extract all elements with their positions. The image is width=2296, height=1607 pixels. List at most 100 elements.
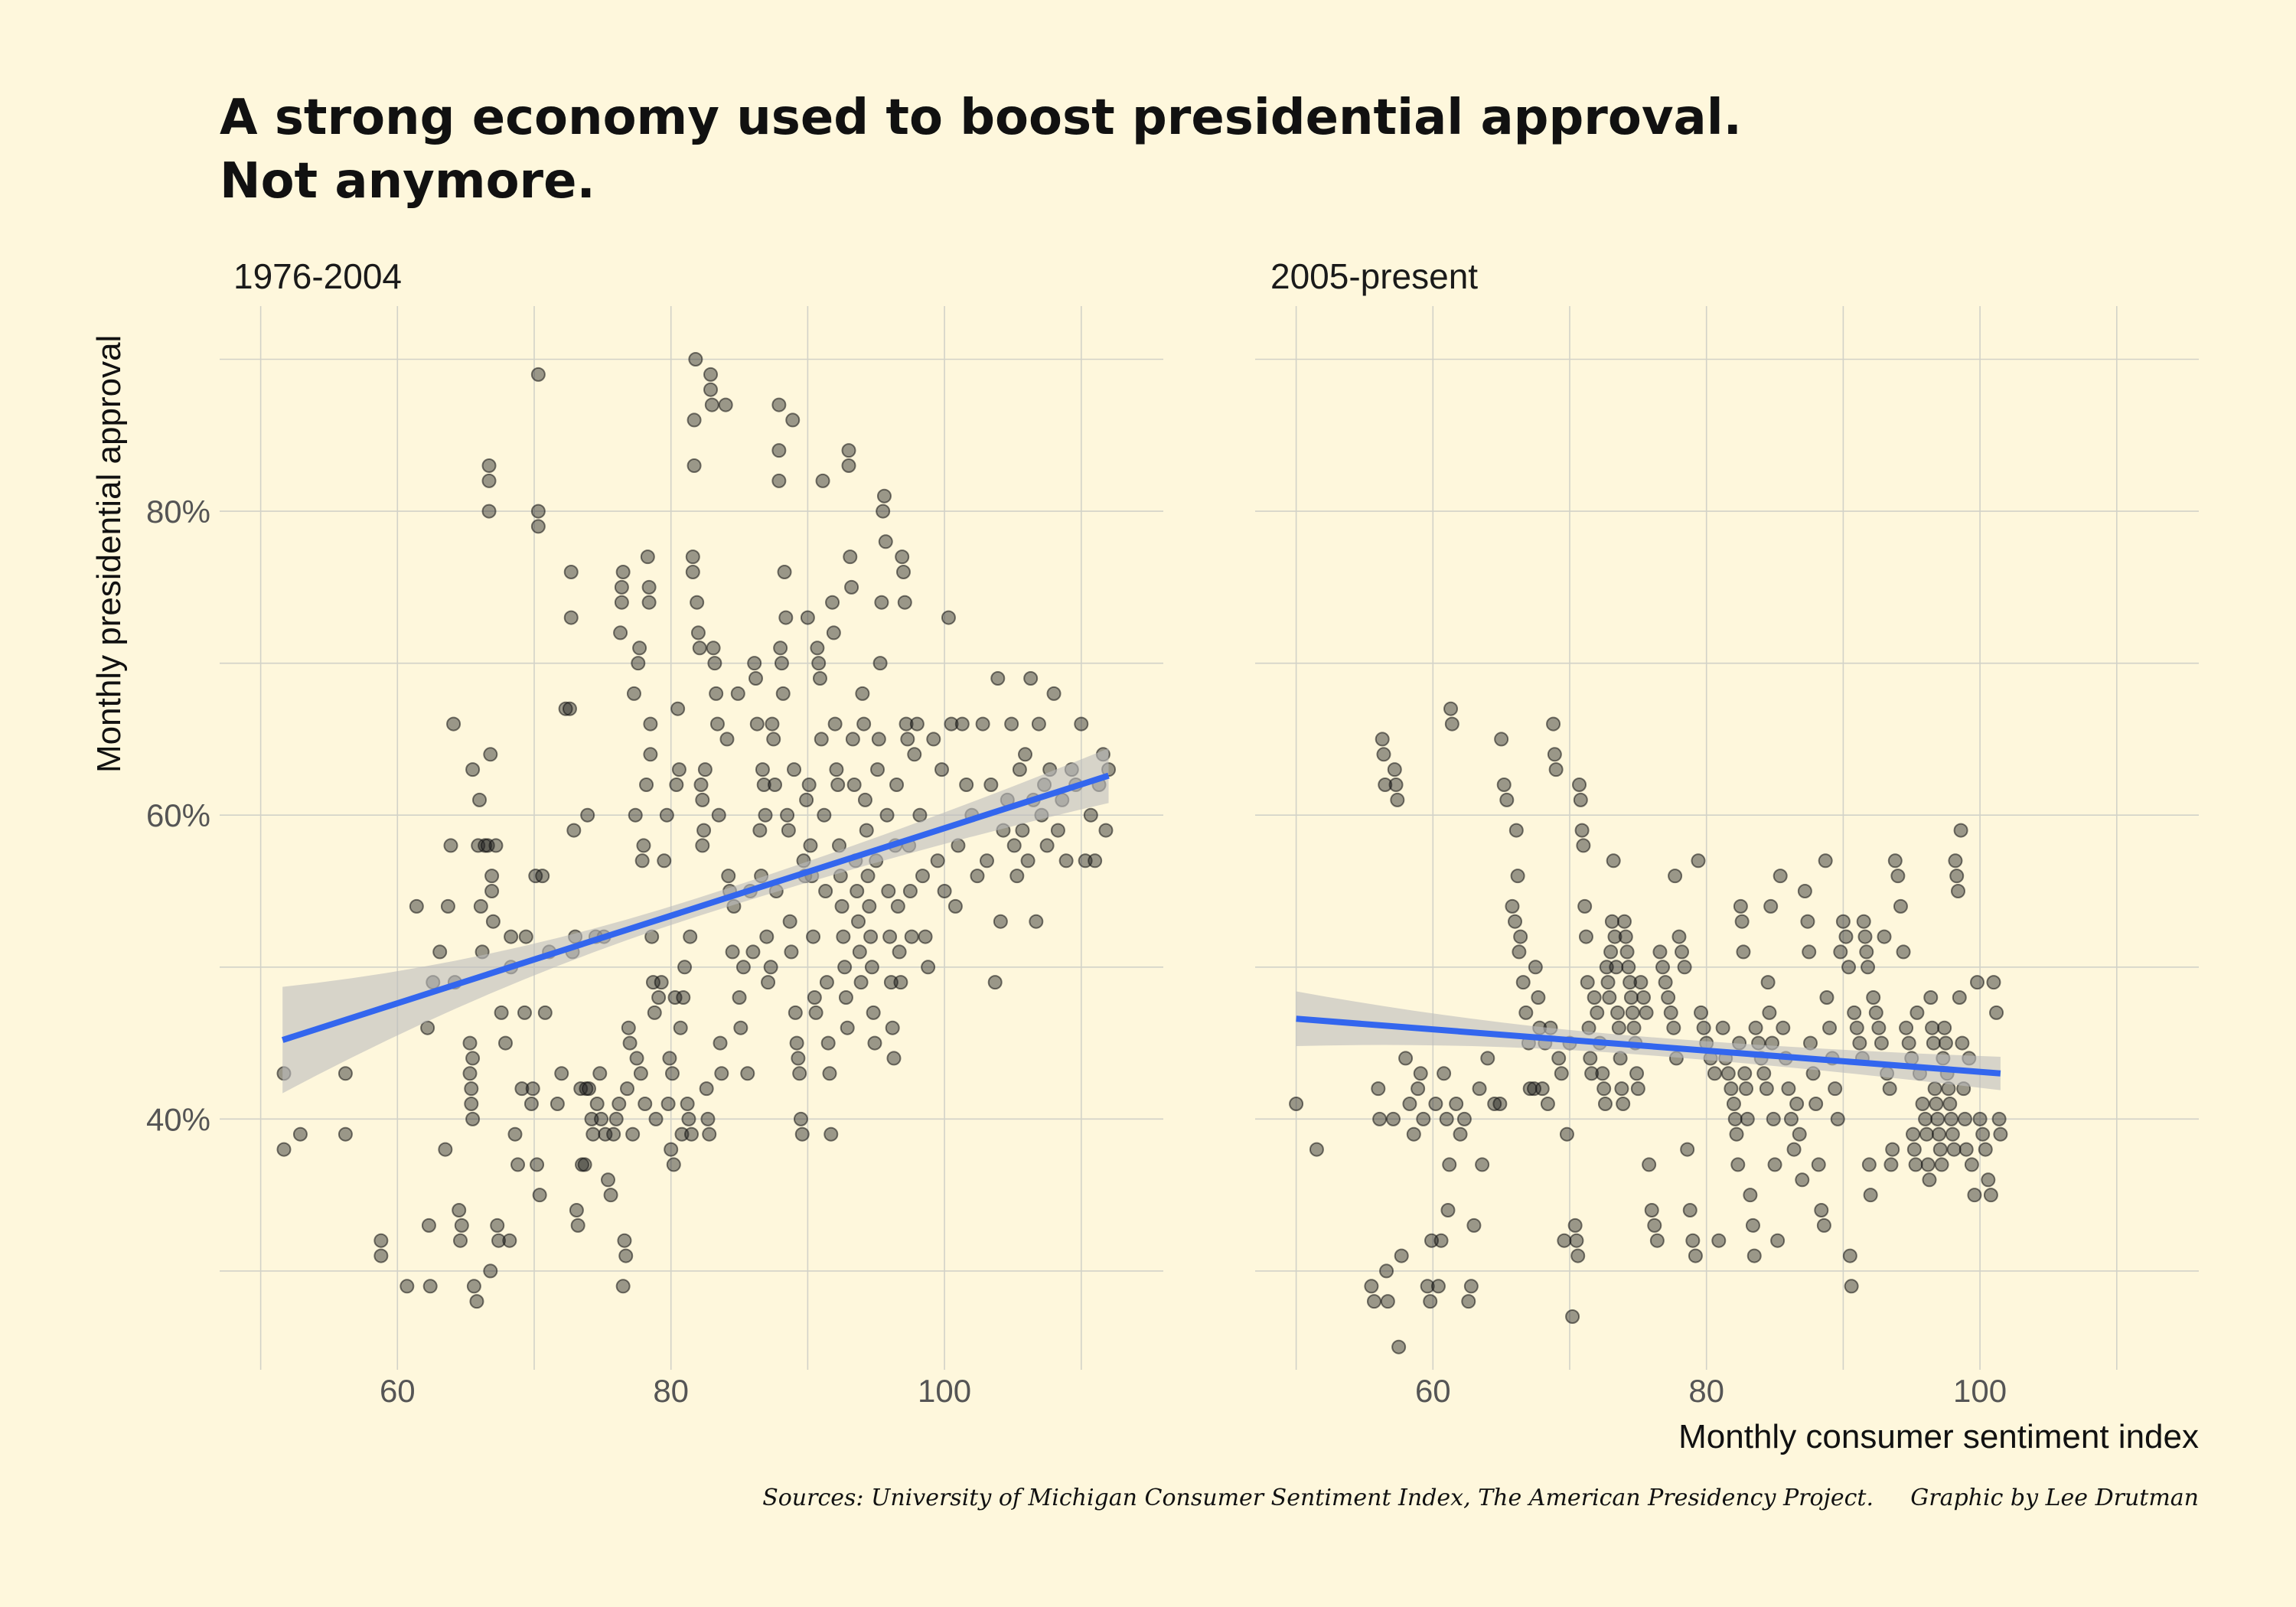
data-point — [836, 929, 851, 944]
y-tick-label: 40% — [146, 1101, 210, 1137]
data-point — [806, 929, 821, 944]
data-point — [1803, 1035, 1818, 1051]
x-tick-label: 80 — [653, 1373, 689, 1409]
data-point — [580, 807, 595, 823]
data-point — [876, 488, 892, 504]
data-point — [704, 397, 719, 412]
data-point — [856, 716, 872, 732]
panel-title-right: 2005-present — [1270, 256, 1478, 296]
data-point — [1942, 1097, 1958, 1111]
data-point — [1868, 1005, 1883, 1020]
data-point — [504, 929, 519, 944]
data-point — [670, 701, 686, 716]
data-point — [554, 1066, 569, 1081]
data-point — [1475, 1157, 1490, 1172]
data-point — [1567, 1217, 1583, 1233]
data-point — [1919, 1126, 1934, 1142]
data-point — [1923, 990, 1939, 1005]
data-point — [1652, 944, 1668, 960]
data-point — [841, 443, 856, 458]
data-point — [1707, 1066, 1722, 1081]
data-point — [483, 1263, 498, 1279]
data-point — [1394, 1248, 1409, 1263]
data-point — [1748, 1020, 1763, 1035]
data-point — [681, 1111, 696, 1126]
data-point — [881, 884, 896, 898]
data-point — [1910, 1005, 1925, 1020]
data-point — [438, 1142, 453, 1157]
data-point — [1944, 1111, 1959, 1126]
confidence-band — [1296, 991, 2001, 1090]
data-point — [518, 929, 533, 944]
data-point — [990, 671, 1006, 686]
data-point — [771, 397, 787, 412]
data-point — [1616, 914, 1632, 929]
data-point — [1724, 1081, 1739, 1097]
data-point — [1972, 1111, 1988, 1126]
data-point — [662, 1051, 677, 1066]
data-point — [432, 944, 448, 960]
data-point — [1720, 1066, 1736, 1081]
data-point — [711, 807, 726, 823]
data-point — [926, 732, 941, 747]
data-point — [1734, 914, 1750, 929]
data-point — [780, 807, 795, 823]
data-point — [1609, 960, 1624, 975]
data-point — [787, 762, 802, 777]
data-point — [719, 732, 735, 747]
x-tick-label: 80 — [1688, 1373, 1724, 1409]
data-point — [1896, 944, 1911, 960]
data-point — [1740, 1111, 1755, 1126]
data-point — [1548, 762, 1564, 777]
data-point — [485, 914, 501, 929]
data-point — [1795, 1172, 1810, 1188]
data-point — [1387, 762, 1402, 777]
data-point — [1950, 884, 1965, 898]
data-point — [1830, 1111, 1845, 1126]
data-point — [684, 1126, 699, 1142]
data-point — [659, 807, 674, 823]
data-point — [889, 777, 905, 792]
data-point — [745, 944, 761, 960]
data-point — [566, 823, 582, 838]
data-point — [606, 1126, 621, 1142]
data-point — [1623, 975, 1638, 990]
data-point — [1887, 853, 1903, 869]
data-point — [1570, 1248, 1586, 1263]
data-point — [1610, 1005, 1626, 1020]
data-point — [1842, 1248, 1857, 1263]
data-point — [1621, 960, 1636, 975]
data-point — [592, 1066, 608, 1081]
data-point — [1816, 1217, 1831, 1233]
data-point — [338, 1126, 353, 1142]
data-point — [1499, 792, 1515, 807]
data-point — [1953, 823, 1968, 838]
data-point — [1618, 929, 1633, 944]
data-point — [488, 838, 504, 853]
data-point — [1559, 1126, 1574, 1142]
data-point — [866, 1005, 881, 1020]
data-point — [792, 1066, 807, 1081]
data-point — [1029, 914, 1044, 929]
data-point — [918, 929, 933, 944]
data-point — [959, 777, 974, 792]
data-point — [1668, 869, 1683, 884]
data-point — [532, 1188, 547, 1203]
data-point — [1819, 990, 1835, 1005]
data-point — [721, 869, 736, 884]
data-point — [1596, 1081, 1612, 1097]
data-point — [758, 807, 773, 823]
data-point — [1658, 975, 1673, 990]
data-point — [885, 1020, 900, 1035]
data-point — [834, 898, 850, 914]
data-point — [1766, 1111, 1781, 1126]
data-point — [1505, 898, 1520, 914]
data-point — [1743, 1188, 1758, 1203]
data-point — [895, 565, 911, 579]
data-point — [615, 565, 631, 579]
data-point — [1844, 1279, 1859, 1294]
data-point — [676, 990, 691, 1005]
data-point — [1614, 1081, 1629, 1097]
